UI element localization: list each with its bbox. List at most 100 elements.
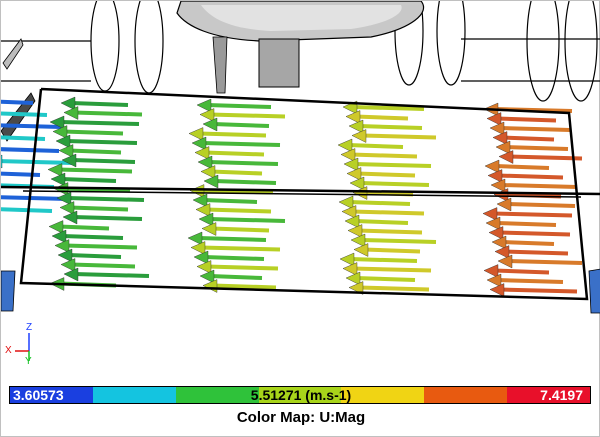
arrow-head bbox=[194, 146, 210, 160]
arrow-shaft bbox=[67, 253, 122, 259]
arrow-head bbox=[347, 224, 363, 238]
arrow-head bbox=[63, 267, 79, 282]
arrow-shaft bbox=[59, 120, 140, 126]
arrow-head bbox=[196, 260, 212, 274]
arrow-head bbox=[348, 281, 364, 295]
arrow-shaft bbox=[355, 114, 409, 121]
arrow-head bbox=[343, 157, 359, 172]
arrow-shaft bbox=[57, 167, 133, 174]
arrow-shaft bbox=[197, 236, 267, 242]
arrow-head bbox=[492, 131, 508, 145]
arrow-shaft bbox=[495, 221, 557, 227]
arrow-shaft bbox=[1, 123, 62, 129]
arrow-head bbox=[353, 243, 369, 257]
arrow-head bbox=[487, 169, 503, 183]
arrow-head bbox=[344, 214, 360, 229]
arrow-head bbox=[494, 245, 510, 259]
legend-min-value: 3.60573 bbox=[13, 387, 64, 403]
arrow-shaft bbox=[352, 266, 432, 273]
arrow-shaft bbox=[62, 129, 124, 136]
arrow-shaft bbox=[347, 143, 404, 149]
arrow-shaft bbox=[354, 219, 409, 225]
arrow-shaft bbox=[358, 124, 423, 130]
arrow-head bbox=[202, 279, 218, 293]
arrow-shaft bbox=[61, 234, 124, 240]
arrow-head bbox=[47, 163, 63, 177]
arrow-shaft bbox=[496, 116, 557, 123]
arrow-head bbox=[196, 98, 212, 113]
arrow-shaft bbox=[209, 112, 286, 119]
arrow-shaft bbox=[502, 135, 555, 142]
arrow-head bbox=[203, 174, 219, 189]
flow-field-scene[interactable] bbox=[1, 1, 600, 381]
arrow-shaft bbox=[208, 217, 286, 223]
arrow-head bbox=[59, 201, 75, 215]
arrow-shaft bbox=[349, 257, 418, 263]
arrow-head bbox=[202, 117, 218, 132]
arrow-shaft bbox=[350, 152, 418, 159]
domain-box bbox=[1, 87, 600, 301]
axis-x-label: X bbox=[5, 345, 12, 356]
arrow-shaft bbox=[508, 154, 583, 161]
arrow-head bbox=[489, 283, 505, 297]
arrow-shaft bbox=[499, 287, 578, 294]
legend-max-value: 7.4197 bbox=[540, 387, 583, 403]
arrow-shaft bbox=[207, 160, 279, 166]
arrow-head bbox=[63, 106, 79, 120]
arrow-shaft bbox=[58, 224, 110, 231]
axis-z-label: Z bbox=[26, 322, 33, 333]
axis-y-label: Y bbox=[25, 356, 32, 367]
arrow-shaft bbox=[73, 110, 143, 117]
arrow-shaft bbox=[358, 285, 430, 292]
arrow-head bbox=[497, 254, 513, 269]
arrow-shaft bbox=[68, 148, 122, 155]
arrow-shaft bbox=[213, 179, 277, 185]
ship-hull bbox=[176, 1, 425, 94]
arrow-shaft bbox=[505, 145, 569, 151]
arrow-shaft bbox=[70, 101, 129, 107]
arrow-shaft bbox=[492, 211, 573, 218]
arrow-head bbox=[49, 115, 65, 130]
arrow-shaft bbox=[69, 205, 129, 212]
color-legend-bar bbox=[9, 386, 591, 404]
arrow-head bbox=[339, 252, 355, 267]
arrow-shaft bbox=[363, 247, 421, 254]
arrow-shaft bbox=[1, 171, 41, 177]
arrow-head bbox=[50, 172, 66, 187]
arrow-head bbox=[345, 271, 361, 286]
arrow-shaft bbox=[352, 105, 425, 111]
legend-color-segment bbox=[507, 387, 591, 403]
arrow-head bbox=[54, 239, 70, 253]
arrow-head bbox=[58, 144, 74, 158]
arrow-head bbox=[485, 216, 501, 231]
arrow-head bbox=[342, 262, 358, 276]
arrow-head bbox=[51, 229, 67, 244]
arrow-head bbox=[482, 207, 498, 221]
arrow-shaft bbox=[64, 243, 138, 250]
arrow-shaft bbox=[1, 99, 34, 105]
arrow-head bbox=[491, 235, 507, 250]
arrow-head bbox=[191, 136, 207, 151]
arrow-shaft bbox=[200, 245, 281, 252]
arrow-shaft bbox=[212, 122, 270, 128]
arrow-shaft bbox=[500, 183, 578, 189]
arrow-head bbox=[195, 203, 211, 217]
arrow-head bbox=[52, 125, 68, 139]
arrow-head bbox=[199, 269, 215, 284]
arrow-shaft bbox=[203, 255, 265, 261]
arrow-shaft bbox=[199, 188, 274, 195]
arrow-shaft bbox=[65, 139, 138, 145]
arrow-head bbox=[345, 110, 361, 124]
legend-mid-value: 5.51271 (m.s-1) bbox=[250, 387, 352, 403]
arrow-shaft bbox=[202, 198, 258, 204]
arrow-head bbox=[188, 127, 204, 141]
arrow-head bbox=[338, 195, 354, 210]
legend-color-segment bbox=[258, 387, 342, 403]
arrow-head bbox=[349, 176, 365, 191]
arrow-shaft bbox=[1, 207, 53, 213]
arrow-shaft bbox=[201, 141, 281, 147]
arrow-head bbox=[340, 148, 356, 162]
arrow-head bbox=[56, 191, 72, 206]
arrow-shaft bbox=[209, 274, 263, 280]
